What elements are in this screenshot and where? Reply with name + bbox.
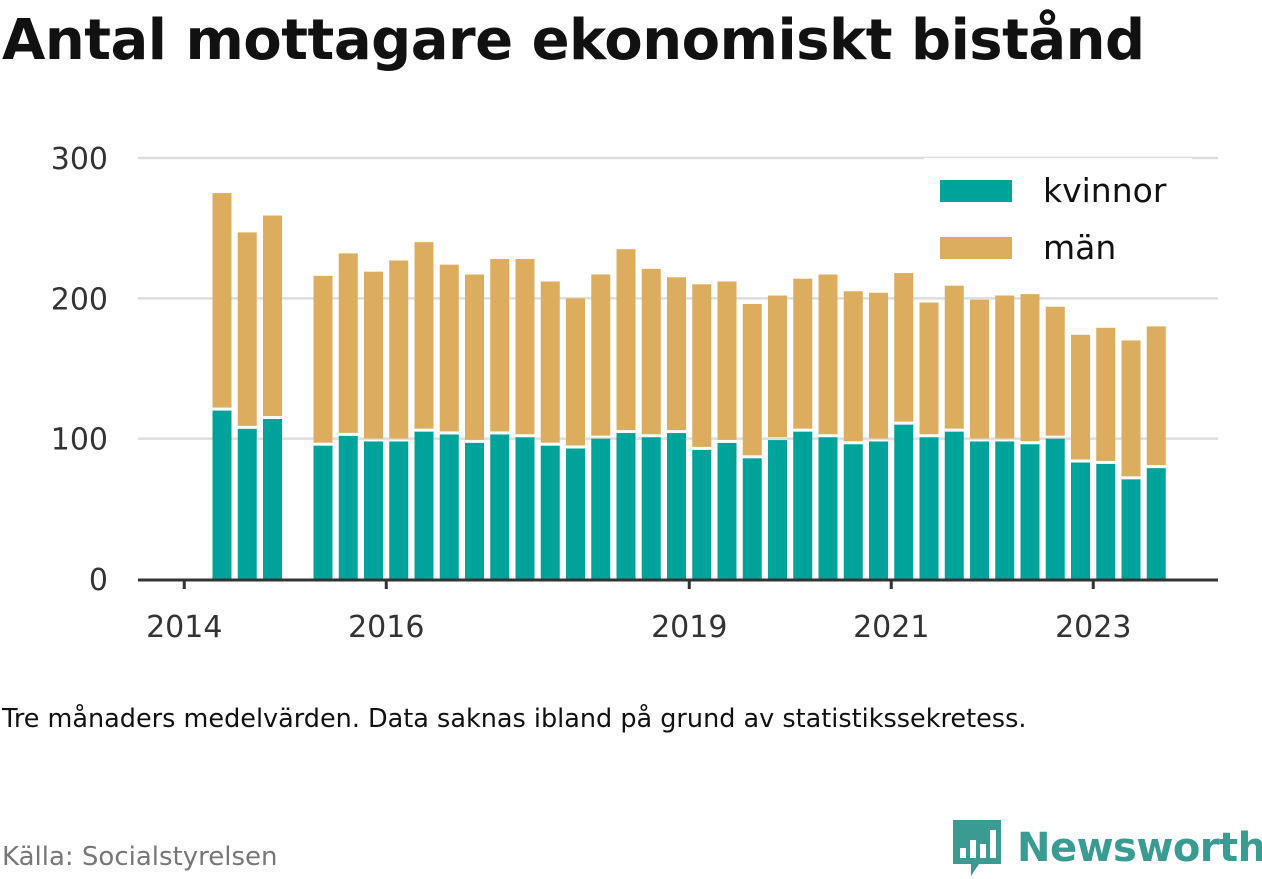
- bar-kvinnor: [843, 444, 863, 579]
- legend-label-man: män: [1043, 228, 1116, 267]
- bar-kvinnor: [237, 428, 257, 579]
- bar-man: [970, 299, 989, 439]
- bar-man: [1045, 306, 1065, 436]
- bar-man: [793, 278, 813, 429]
- bar-man: [338, 253, 358, 433]
- bar-man: [818, 274, 838, 435]
- bar-man: [616, 249, 636, 431]
- bar-kvinnor: [364, 441, 383, 579]
- bar-man: [692, 284, 712, 447]
- bar-kvinnor: [389, 441, 409, 579]
- bar-kvinnor: [212, 410, 232, 579]
- chart-title: Antal mottagare ekonomiskt bistånd: [2, 8, 1145, 73]
- bar-man: [566, 298, 585, 446]
- bar-man: [944, 285, 964, 429]
- x-tick-label: 2014: [146, 610, 222, 645]
- bar-kvinnor: [515, 437, 535, 579]
- y-tick-label: 200: [51, 282, 108, 317]
- bar-kvinnor: [1121, 479, 1141, 579]
- y-tick-label: 100: [51, 423, 108, 458]
- legend-label-kvinnor: kvinnor: [1043, 171, 1167, 210]
- bar-man: [591, 274, 611, 436]
- bar-kvinnor: [1096, 463, 1116, 579]
- bar-man: [263, 215, 282, 417]
- chart-note: Tre månaders medelvärden. Data saknas ib…: [2, 704, 1027, 734]
- bar-kvinnor: [768, 440, 787, 579]
- bar-kvinnor: [869, 441, 888, 579]
- bar-kvinnor: [970, 441, 989, 579]
- bar-man: [465, 274, 484, 440]
- x-tick-label: 2016: [348, 610, 424, 645]
- legend-swatch-man: [940, 237, 1012, 259]
- bar-kvinnor: [742, 458, 762, 579]
- bar-kvinnor: [1045, 438, 1065, 579]
- bar-kvinnor: [793, 431, 813, 579]
- bar-kvinnor: [919, 437, 939, 579]
- bar-kvinnor: [641, 437, 661, 579]
- bar-man: [439, 264, 459, 432]
- bar-kvinnor: [894, 424, 914, 579]
- bar-kvinnor: [465, 442, 484, 579]
- bar-man: [995, 295, 1015, 439]
- x-tick-label: 2023: [1055, 610, 1131, 645]
- bar-man: [742, 303, 762, 456]
- bar-kvinnor: [1146, 468, 1166, 579]
- bar-kvinnor: [313, 445, 333, 579]
- brand-name: Newsworthy: [1017, 825, 1262, 871]
- newsworthy-logo-icon: [953, 820, 1001, 876]
- newsworthy-logo: Newsworthy: [951, 818, 1262, 878]
- bar-kvinnor: [717, 442, 737, 579]
- axes: 0 100 200 300 2014 2016 2019 2021 2023: [51, 142, 1218, 645]
- legend-swatch-kvinnor: [940, 180, 1012, 202]
- bar-man: [667, 277, 686, 431]
- bar-kvinnor: [1071, 462, 1090, 579]
- bar-kvinnor: [591, 438, 611, 579]
- bar-man: [843, 291, 863, 442]
- bar-kvinnor: [692, 449, 712, 579]
- bar-man: [515, 259, 535, 435]
- bar-kvinnor: [439, 434, 459, 579]
- bar-man: [1096, 327, 1116, 461]
- bar-man: [212, 193, 232, 408]
- bar-man: [768, 295, 787, 438]
- bar-man: [237, 232, 257, 426]
- bar-kvinnor: [995, 441, 1015, 579]
- bar-man: [717, 281, 737, 440]
- bar-man: [894, 273, 914, 422]
- x-tick-label: 2019: [651, 610, 727, 645]
- y-tick-label: 300: [51, 142, 108, 177]
- bar-man: [1121, 340, 1141, 477]
- bar-man: [364, 271, 383, 439]
- bar-kvinnor: [338, 435, 358, 579]
- bar-kvinnor: [490, 434, 510, 579]
- x-tick-label: 2021: [853, 610, 929, 645]
- bar-man: [1020, 294, 1040, 442]
- bar-man: [540, 281, 560, 443]
- bar-man: [490, 259, 510, 432]
- bar-kvinnor: [566, 448, 585, 579]
- bar-man: [313, 275, 333, 443]
- source-label: Källa: Socialstyrelsen: [2, 842, 278, 872]
- bar-kvinnor: [414, 431, 434, 579]
- bar-man: [641, 268, 661, 435]
- bar-man: [869, 292, 888, 439]
- bar-kvinnor: [263, 419, 282, 579]
- bar-man: [1071, 334, 1090, 460]
- bars: [212, 193, 1166, 579]
- bar-kvinnor: [944, 431, 964, 579]
- bar-kvinnor: [818, 437, 838, 579]
- y-tick-label: 0: [89, 563, 108, 598]
- stacked-bar-chart: 0 100 200 300 2014 2016 2019 2021 2023 kvinnor m…: [51, 142, 1218, 645]
- bar-man: [1146, 326, 1166, 466]
- bar-kvinnor: [616, 433, 636, 579]
- bar-kvinnor: [540, 445, 560, 579]
- bar-man: [389, 260, 409, 439]
- bar-kvinnor: [1020, 444, 1040, 579]
- bar-man: [919, 302, 939, 435]
- bar-man: [414, 242, 434, 429]
- bar-kvinnor: [667, 433, 686, 579]
- legend: kvinnor män: [924, 158, 1192, 276]
